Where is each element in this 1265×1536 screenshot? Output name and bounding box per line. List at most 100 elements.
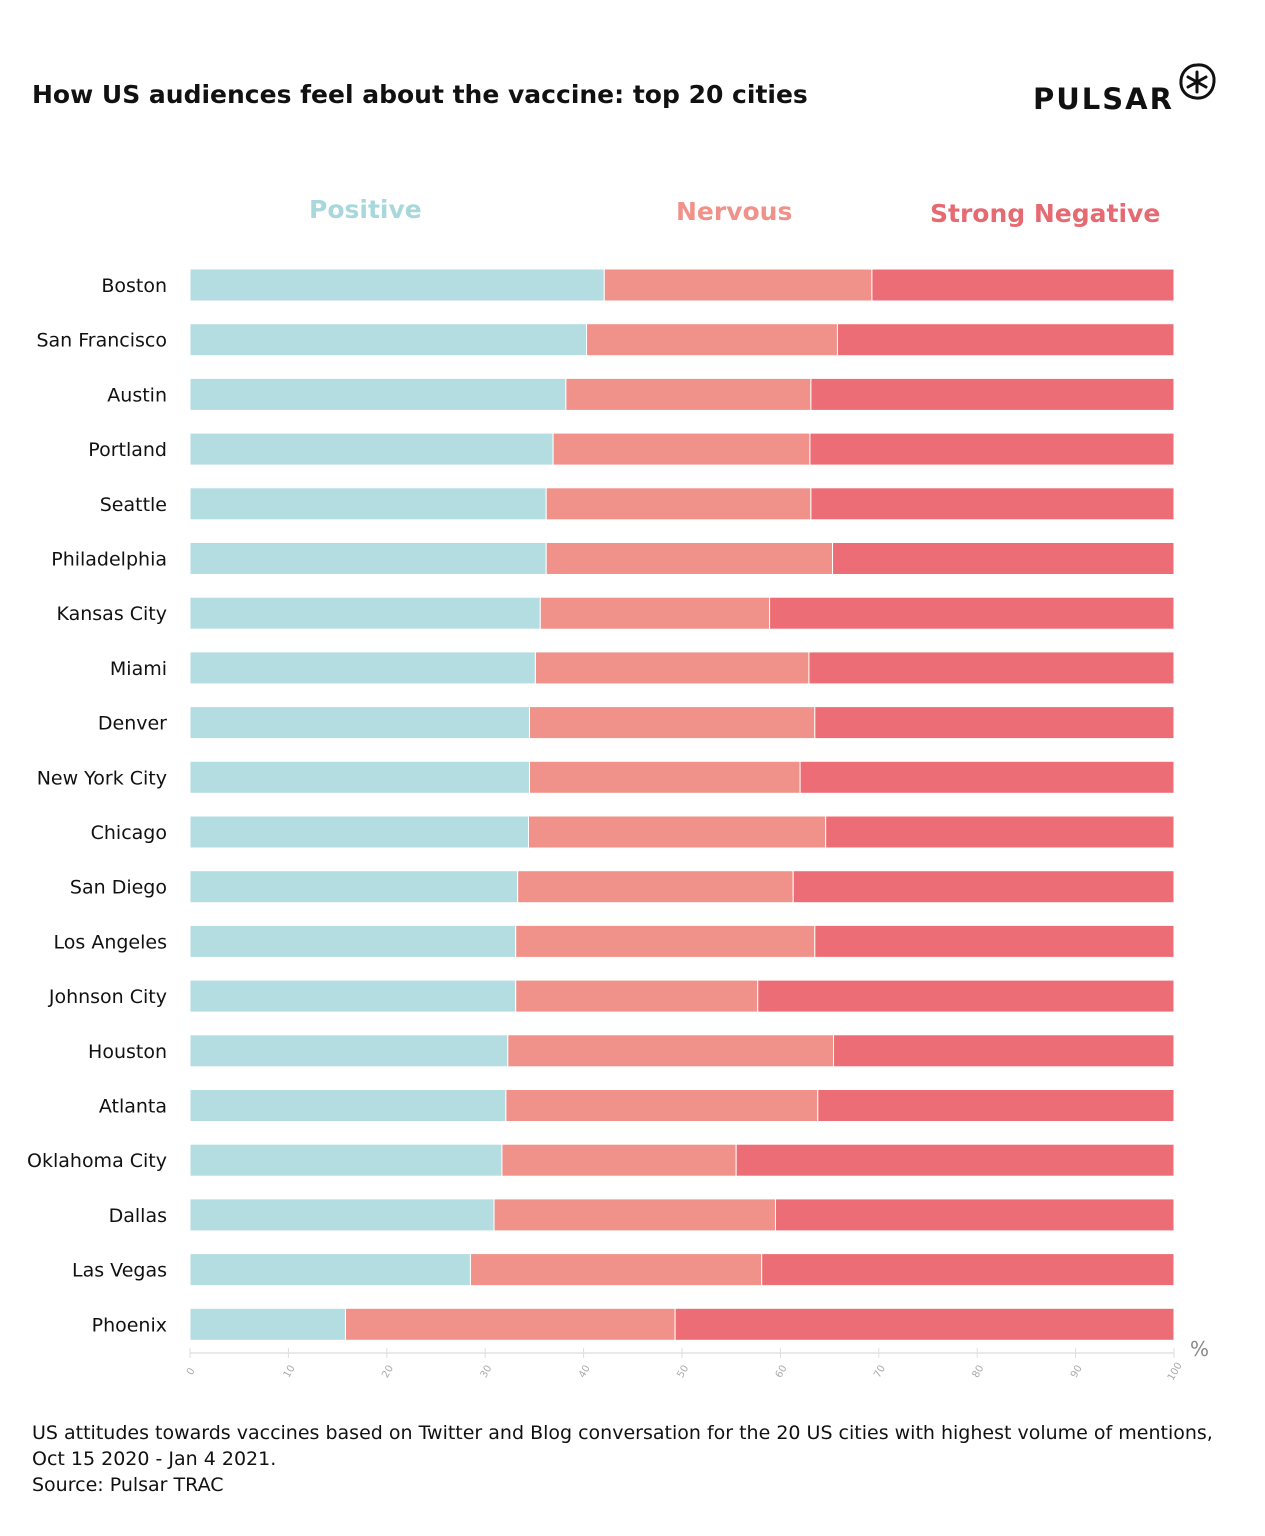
bar-strong-negative: [735, 1143, 1175, 1177]
bar-positive: [189, 706, 530, 740]
bar-nervous: [493, 1198, 776, 1232]
bar-positive: [189, 1253, 471, 1287]
city-label: San Diego: [70, 877, 167, 899]
city-label: Portland: [88, 439, 167, 461]
bar-nervous: [528, 706, 816, 740]
city-label: Miami: [110, 658, 167, 680]
pulsar-logo: PULSAR: [1033, 62, 1223, 118]
bar-nervous: [539, 596, 771, 630]
city-label: Austin: [107, 384, 167, 406]
bar-nervous: [515, 979, 759, 1013]
city-label: Dallas: [109, 1205, 167, 1227]
bar-nervous: [505, 1089, 819, 1122]
city-label: Boston: [101, 275, 167, 297]
bar-strong-negative: [761, 1253, 1175, 1287]
x-tick-label: 20: [380, 1363, 396, 1380]
footnote-line: Source: Pulsar TRAC: [32, 1474, 224, 1496]
x-tick-label: 90: [1069, 1363, 1085, 1380]
bar-nervous: [517, 870, 794, 904]
city-label: Kansas City: [56, 603, 167, 625]
bar-strong-negative: [810, 377, 1175, 411]
x-tick-label: 100: [1166, 1361, 1185, 1383]
bar-positive: [189, 1143, 503, 1177]
city-label: San Francisco: [36, 330, 167, 352]
city-label: Johnson City: [48, 986, 167, 1008]
bar-positive: [189, 979, 517, 1013]
legend-strong-negative: Strong Negative: [930, 199, 1161, 228]
bar-positive: [189, 377, 567, 411]
legend-positive: Positive: [309, 195, 422, 224]
bar-strong-negative: [799, 760, 1175, 794]
bar-strong-negative: [814, 706, 1175, 740]
bar-strong-negative: [817, 1089, 1175, 1122]
bar-positive: [189, 924, 517, 958]
footnote-line: Oct 15 2020 - Jan 4 2021.: [32, 1448, 277, 1470]
x-tick-label: 0: [185, 1366, 198, 1377]
x-tick-label: 70: [872, 1363, 888, 1380]
bar-strong-negative: [810, 487, 1175, 521]
city-label: Chicago: [91, 822, 167, 844]
bar-positive: [189, 432, 554, 466]
bar-positive: [189, 323, 588, 357]
bar-positive: [189, 1198, 495, 1232]
bar-strong-negative: [814, 924, 1175, 958]
legend-nervous: Nervous: [676, 197, 793, 226]
bar-nervous: [528, 760, 801, 794]
bar-nervous: [534, 651, 810, 685]
x-tick-label: 30: [479, 1363, 495, 1380]
footnote-line: US attitudes towards vaccines based on T…: [32, 1422, 1213, 1444]
city-label: Denver: [98, 713, 167, 735]
city-label: Atlanta: [99, 1096, 167, 1118]
x-tick-label: 10: [282, 1363, 298, 1380]
bar-nervous: [586, 323, 838, 357]
x-tick-label: 60: [774, 1363, 790, 1380]
bar-positive: [189, 1034, 509, 1068]
bar-positive: [189, 542, 547, 575]
bar-nervous: [527, 815, 827, 849]
bar-nervous: [469, 1253, 763, 1287]
city-label: Oklahoma City: [27, 1150, 167, 1172]
city-label: Los Angeles: [54, 931, 167, 953]
bar-nervous: [603, 268, 873, 302]
bar-positive: [189, 487, 547, 521]
bar-strong-negative: [832, 542, 1175, 575]
logo-text: PULSAR: [1033, 82, 1174, 116]
bar-positive: [189, 1307, 346, 1341]
bar-nervous: [565, 377, 812, 411]
city-label: New York City: [37, 767, 167, 789]
plot-area: Boston San Francisco Austin Portland Seattle…: [27, 268, 1209, 1383]
bar-positive: [189, 815, 529, 849]
bar-nervous: [515, 924, 816, 958]
bar-nervous: [344, 1307, 676, 1341]
bar-nervous: [545, 542, 834, 575]
bar-nervous: [545, 487, 812, 521]
city-label: Seattle: [100, 494, 167, 516]
bar-strong-negative: [674, 1307, 1175, 1341]
city-label: Phoenix: [92, 1314, 167, 1336]
bar-positive: [189, 760, 530, 794]
footnote: US attitudes towards vaccines based on T…: [32, 1420, 1213, 1498]
bar-positive: [189, 1089, 507, 1122]
x-tick-label: 80: [971, 1363, 987, 1380]
bar-positive: [189, 870, 519, 904]
bar-strong-negative: [792, 870, 1175, 904]
bar-strong-negative: [809, 432, 1175, 466]
bar-strong-negative: [825, 815, 1175, 849]
bar-positive: [189, 268, 605, 302]
city-label: Houston: [88, 1041, 167, 1063]
bar-positive: [189, 651, 536, 685]
bar-strong-negative: [871, 268, 1175, 302]
x-tick-label: 40: [577, 1363, 593, 1380]
bar-nervous: [507, 1034, 835, 1068]
chart-title: How US audiences feel about the vaccine:…: [32, 80, 808, 109]
bar-strong-negative: [808, 651, 1175, 685]
bar-positive: [189, 596, 541, 630]
bar-strong-negative: [833, 1034, 1175, 1068]
city-label: Philadelphia: [51, 549, 167, 571]
bar-strong-negative: [757, 979, 1175, 1013]
asterisk-logo-icon: [1179, 63, 1216, 100]
x-tick-label: 50: [675, 1363, 691, 1380]
bar-nervous: [552, 432, 811, 466]
bar-strong-negative: [836, 323, 1175, 357]
